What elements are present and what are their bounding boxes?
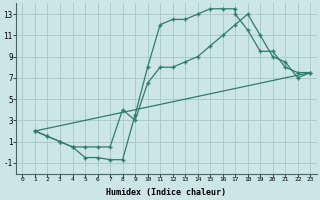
- X-axis label: Humidex (Indice chaleur): Humidex (Indice chaleur): [106, 188, 226, 197]
